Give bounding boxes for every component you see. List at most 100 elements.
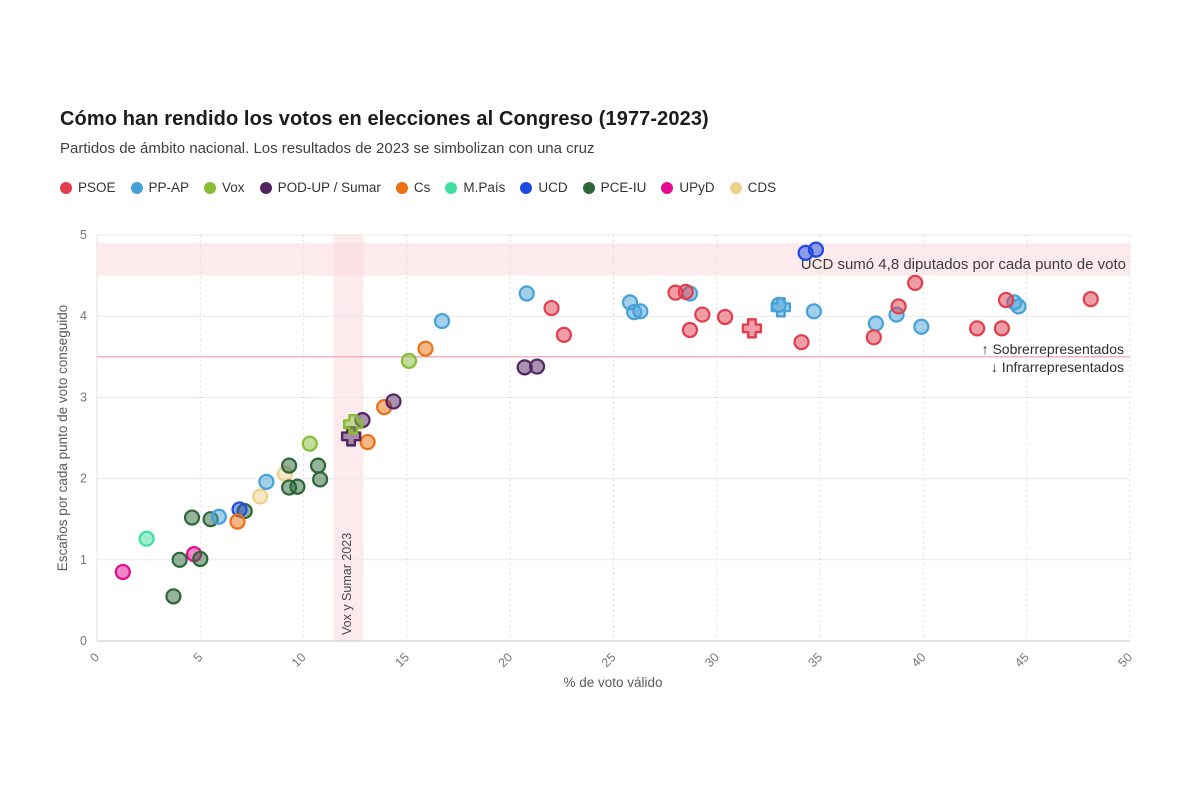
data-point-pce-iu[interactable]: [165, 588, 182, 605]
x-tick-label: 15: [392, 650, 412, 670]
data-point-pp-ap[interactable]: [210, 508, 227, 525]
legend-label: Vox: [222, 180, 245, 195]
data-point-psoe[interactable]: [677, 283, 694, 300]
data-point-pp-ap[interactable]: [632, 303, 649, 320]
annotation-overrepresented: ↑ Sobrerrepresentados: [982, 341, 1124, 357]
legend-item-pp-ap[interactable]: PP-AP: [130, 180, 190, 195]
legend-label: UPyD: [679, 180, 715, 195]
legend-dot-icon: [729, 181, 742, 194]
data-point-pce-iu[interactable]: [171, 551, 188, 568]
legend-dot-icon: [259, 181, 272, 194]
data-point-psoe[interactable]: [907, 274, 924, 292]
data-point-pp-ap[interactable]: [433, 312, 451, 330]
data-point-vox[interactable]: [400, 352, 418, 369]
legend-dot-icon: [661, 181, 674, 194]
data-point-psoe[interactable]: [993, 320, 1011, 337]
y-tick-label: 3: [80, 390, 87, 404]
y-tick-label: 1: [80, 553, 87, 567]
legend-item-cs[interactable]: Cs: [395, 180, 431, 195]
data-point-pp-ap[interactable]: [867, 315, 884, 332]
legend-item-psoe[interactable]: PSOE: [60, 180, 116, 195]
data-point-pce-iu[interactable]: [192, 550, 209, 568]
legend-label: UCD: [538, 180, 568, 195]
data-point-pce-iu[interactable]: [312, 471, 329, 488]
legend-dot-icon: [520, 181, 533, 194]
data-point-pod-up-sumar[interactable]: [528, 358, 546, 375]
legend-label: CDS: [747, 180, 777, 195]
legend-dot-icon: [60, 181, 72, 194]
data-point-pce-iu[interactable]: [183, 509, 201, 526]
x-tick-label: 10: [289, 650, 309, 670]
data-point-pp-ap[interactable]: [913, 318, 930, 335]
band-label-vox-sumar: Vox y Sumar 2023: [340, 533, 354, 635]
chart-title: Cómo han rendido los votos en elecciones…: [60, 108, 709, 130]
data-point-pp-ap[interactable]: [805, 303, 823, 320]
x-tick-label: 35: [805, 650, 825, 670]
chart-subtitle: Partidos de ámbito nacional. Los resulta…: [60, 140, 595, 157]
data-point-ucd[interactable]: [807, 241, 825, 258]
data-point-psoe[interactable]: [716, 308, 734, 326]
x-tick-label: 40: [909, 650, 929, 670]
data-point-pod-up-sumar[interactable]: [385, 393, 402, 410]
legend-dot-icon: [445, 181, 458, 194]
data-point-cds[interactable]: [252, 488, 269, 505]
data-point-psoe[interactable]: [681, 321, 699, 339]
y-tick-label: 4: [80, 309, 87, 323]
legend-item-pce-iu[interactable]: PCE-IU: [582, 180, 647, 195]
data-point-psoe[interactable]: [1082, 291, 1099, 308]
x-tick-label: 25: [599, 650, 619, 670]
legend-label: M.País: [463, 180, 506, 195]
y-axis-title: Escaños por cada punto de voto conseguid…: [55, 305, 70, 571]
data-point-cs[interactable]: [417, 340, 434, 357]
data-point-psoe[interactable]: [997, 291, 1015, 309]
data-cross-2023-vox[interactable]: [342, 413, 364, 435]
data-point-pp-ap[interactable]: [258, 473, 275, 490]
data-cross-2023-pp-ap[interactable]: [770, 297, 792, 318]
data-point-pce-iu[interactable]: [281, 457, 298, 474]
data-point-pp-ap[interactable]: [1010, 298, 1027, 315]
data-point-pp-ap[interactable]: [518, 285, 535, 302]
legend-item-upyd[interactable]: UPyD: [661, 180, 715, 195]
legend-dot-icon: [395, 181, 408, 194]
legend-label: Cs: [413, 180, 431, 195]
data-point-psoe[interactable]: [969, 320, 986, 337]
data-cross-2023-psoe[interactable]: [741, 318, 763, 339]
legend-item-ucd[interactable]: UCD: [520, 180, 568, 195]
data-point-psoe[interactable]: [694, 306, 711, 323]
x-tick-label: 45: [1012, 650, 1032, 670]
y-tick-label: 2: [80, 472, 87, 486]
legend: PSOE PP-AP Vox POD-UP / Sumar Cs M.País UCD PCE…: [60, 180, 776, 195]
legend-label: PCE-IU: [600, 180, 647, 195]
chart-area: 0 1 2 3 4 5 0 5 10 15 20 25 30 35 40 45 50% de voto váli…: [0, 210, 1200, 740]
data-point-psoe[interactable]: [555, 326, 573, 343]
legend-dot-icon: [204, 181, 217, 194]
data-point-cs[interactable]: [229, 513, 246, 530]
data-point-m-pa-s[interactable]: [138, 530, 155, 547]
legend-item-vox[interactable]: Vox: [204, 180, 245, 195]
legend-label: PP-AP: [148, 180, 190, 195]
x-tick-label: 50: [1115, 650, 1135, 670]
annotation-underrepresented: ↓ Infrarrepresentados: [991, 359, 1124, 375]
data-point-pce-iu[interactable]: [309, 457, 327, 474]
x-tick-label: 20: [496, 650, 516, 670]
legend-dot-icon: [582, 181, 595, 194]
data-point-psoe[interactable]: [793, 334, 810, 351]
legend-item-m-pa-s[interactable]: M.País: [445, 180, 505, 195]
data-point-psoe[interactable]: [890, 298, 907, 315]
legend-label: PSOE: [78, 180, 116, 195]
legend-dot-icon: [130, 181, 143, 194]
data-point-psoe[interactable]: [543, 299, 560, 317]
x-tick-label: 0: [87, 650, 102, 665]
legend-item-pod-up-sumar[interactable]: POD-UP / Sumar: [259, 180, 381, 195]
legend-item-cds[interactable]: CDS: [729, 180, 777, 195]
y-tick-label: 5: [80, 228, 87, 242]
data-point-vox[interactable]: [301, 435, 318, 452]
data-point-pce-iu[interactable]: [289, 478, 306, 495]
data-point-cs[interactable]: [359, 433, 376, 451]
data-point-upyd[interactable]: [114, 563, 131, 581]
data-point-psoe[interactable]: [865, 329, 882, 346]
annotation-ucd: UCD sumó 4,8 diputados por cada punto de…: [801, 256, 1126, 273]
y-tick-label: 0: [80, 634, 87, 648]
